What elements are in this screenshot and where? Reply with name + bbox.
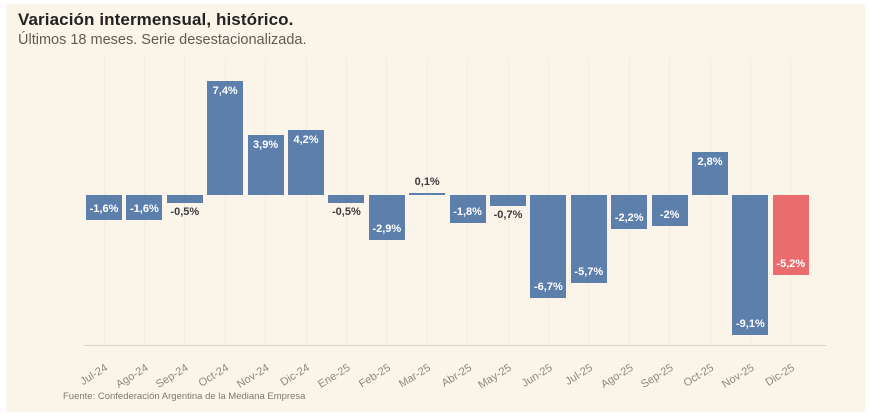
- bar-dic-25: [772, 195, 809, 275]
- bar-jun-25: [530, 195, 567, 298]
- gridline: [709, 58, 711, 345]
- bar-dic-24: [288, 130, 324, 195]
- bar-value-label: -0,7%: [493, 209, 523, 221]
- bar-value-label: -5,2%: [776, 258, 806, 270]
- bar-sep-24: [166, 195, 203, 203]
- bar-nov-24: [247, 135, 284, 195]
- bar-value-label: -1,6%: [89, 203, 119, 215]
- bar-value-label: -1,6%: [130, 203, 159, 215]
- bar-value-label: -0,5%: [332, 206, 361, 218]
- bar-abr-25: [449, 195, 486, 223]
- bar-oct-24: [207, 81, 244, 195]
- bar-value-label: 7,4%: [212, 85, 238, 97]
- bar-jul-25: [570, 195, 607, 283]
- bar-ago-25: [611, 195, 648, 229]
- source-note: Fuente: Confederación Argentina de la Me…: [63, 391, 306, 402]
- bar-value-label: -0,5%: [170, 206, 200, 218]
- bar-oct-25: [692, 152, 728, 195]
- bar-value-label: 4,2%: [293, 134, 319, 146]
- chart-panel: Variación intermensual, histórico. Últim…: [6, 4, 865, 412]
- bar-value-label: 3,9%: [253, 139, 279, 151]
- bar-value-label: 0,1%: [414, 176, 440, 188]
- bar-value-label: 2,8%: [697, 156, 723, 168]
- bar-value-label: -9,1%: [736, 318, 765, 330]
- bar-value-label: -2,9%: [372, 223, 402, 235]
- bar-jul-24: [86, 195, 122, 220]
- chart-subtitle: Últimos 18 meses. Serie desestacionaliza…: [18, 32, 307, 48]
- gridline: [224, 58, 226, 345]
- bar-ene-25: [328, 195, 365, 203]
- bar-value-label: -6,7%: [534, 281, 563, 293]
- bar-sep-25: [651, 195, 688, 226]
- bar-nov-25: [732, 195, 769, 335]
- x-axis-line: [84, 345, 826, 346]
- bar-value-label: -1,8%: [453, 206, 482, 218]
- bar-ago-24: [126, 195, 163, 220]
- bar-value-label: -5,7%: [574, 266, 604, 278]
- bar-value-label: -2%: [659, 209, 680, 221]
- gridline: [426, 58, 428, 345]
- gridline: [265, 58, 267, 345]
- chart-title: Variación intermensual, histórico.: [18, 10, 294, 29]
- x-tick-label: Dic-25: [717, 356, 796, 389]
- bar-feb-25: [368, 195, 405, 240]
- bar-mar-25: [409, 193, 446, 195]
- bar-may-25: [490, 195, 526, 206]
- bar-value-label: -2,2%: [614, 212, 644, 224]
- gridline: [305, 58, 307, 345]
- bar-chart-area: -1,6% Jul-24 -1,6% Ago-24 -0,5% Sep-24 7,4% Oct…: [6, 4, 865, 412]
- x-tick-text: Dic-25: [763, 361, 797, 389]
